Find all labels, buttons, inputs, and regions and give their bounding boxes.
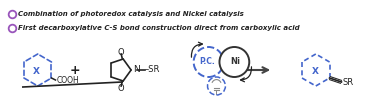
FancyArrowPatch shape: [191, 42, 202, 57]
Text: COOH: COOH: [56, 75, 79, 84]
Text: –SR: –SR: [145, 64, 160, 73]
Text: P.C.: P.C.: [200, 57, 215, 65]
Text: SR: SR: [342, 78, 353, 86]
Circle shape: [220, 47, 249, 77]
Text: O: O: [118, 48, 124, 57]
Text: O: O: [118, 83, 124, 93]
Text: +: +: [69, 63, 80, 76]
Text: N: N: [133, 64, 140, 73]
Text: Ni: Ni: [230, 57, 240, 65]
Text: X: X: [312, 67, 319, 75]
Text: X: X: [33, 67, 40, 75]
FancyArrowPatch shape: [240, 67, 251, 82]
Text: Combination of photoredox catalysis and Nickel catalysis: Combination of photoredox catalysis and …: [18, 11, 244, 17]
Circle shape: [194, 47, 223, 77]
Text: First decarboxylative C-S bond construction direct from carboxylic acid: First decarboxylative C-S bond construct…: [18, 25, 299, 31]
